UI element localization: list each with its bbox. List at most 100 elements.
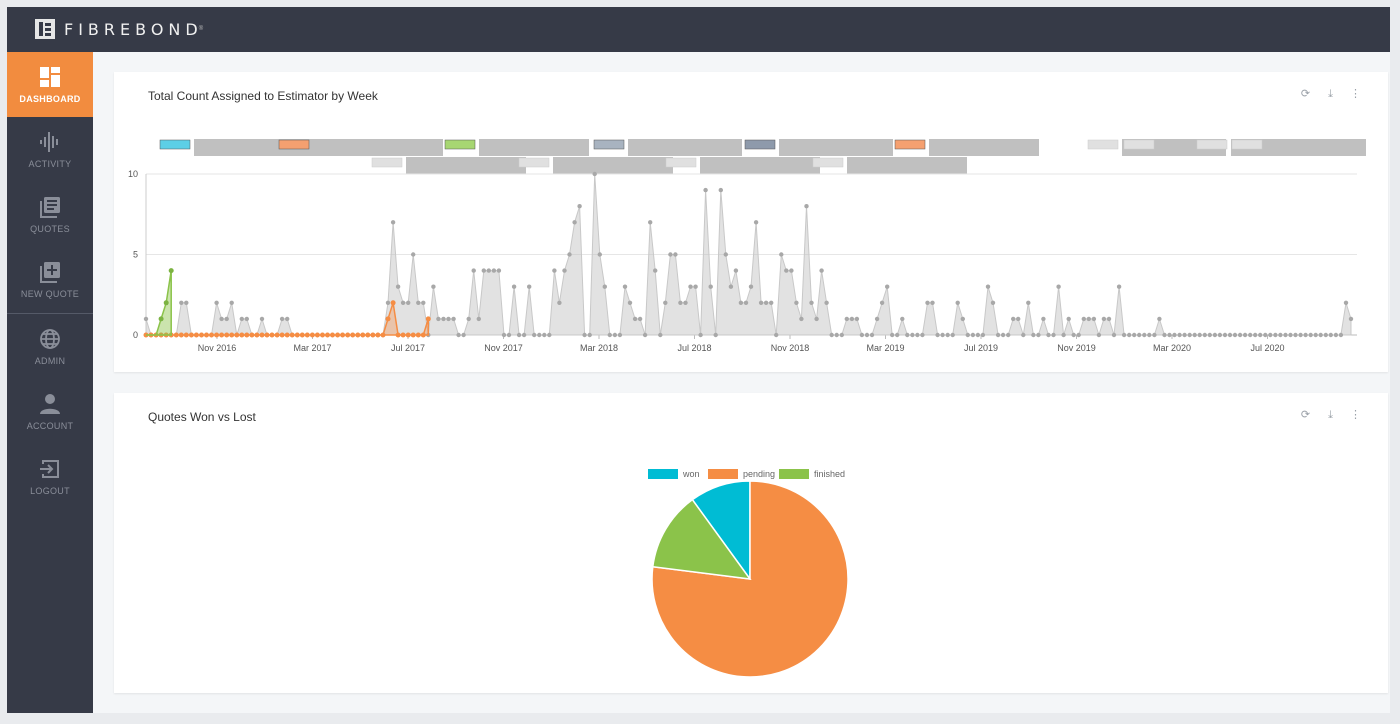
data-point: [814, 316, 819, 322]
dashboard-icon: [40, 67, 60, 87]
data-point: [279, 332, 285, 338]
data-point: [168, 268, 174, 274]
legend-swatch: [1087, 139, 1119, 150]
sidebar-item-label: NEW QUOTE: [20, 289, 80, 299]
sidebar-item-admin[interactable]: ADMIN: [7, 314, 93, 379]
data-point: [436, 316, 441, 322]
data-point: [420, 332, 426, 338]
data-point: [698, 332, 703, 338]
data-point: [854, 316, 860, 322]
legend-label-placeholder: [1266, 139, 1366, 156]
data-point: [365, 332, 371, 338]
legend-label: finished: [814, 469, 845, 479]
data-point: [834, 332, 839, 338]
data-point: [1242, 332, 1248, 338]
data-point: [935, 332, 940, 338]
legend-swatch: [665, 157, 697, 168]
data-point: [995, 332, 1001, 338]
data-point: [763, 300, 769, 305]
data-point: [375, 332, 381, 338]
more-vertical-icon[interactable]: ⋮: [1350, 409, 1361, 421]
data-point: [481, 268, 486, 273]
legend-label-placeholder: [406, 157, 526, 174]
quotes-icon: [40, 197, 60, 218]
data-point: [879, 300, 885, 305]
download-icon[interactable]: ⤓: [1328, 409, 1333, 421]
y-tick-label: 10: [128, 169, 138, 179]
data-point: [259, 332, 265, 338]
data-point: [496, 268, 502, 273]
data-point: [183, 332, 189, 338]
data-point: [390, 220, 396, 225]
data-point: [1313, 332, 1318, 338]
sidebar: DASHBOARD ACTIVITY QUOTES NEW QUOTE ADMI…: [7, 52, 93, 713]
data-point: [173, 332, 179, 338]
data-point: [1263, 332, 1268, 338]
refresh-icon[interactable]: ⟳: [1300, 88, 1311, 100]
data-point: [824, 300, 829, 305]
data-point: [985, 284, 991, 289]
legend-swatch: [708, 469, 738, 479]
data-point: [688, 284, 693, 289]
data-point: [1011, 316, 1016, 322]
brand-logo[interactable]: FIBREBOND ®: [35, 18, 203, 40]
card-toolbar: ⟳ ⤓ ⋮: [1299, 88, 1362, 101]
data-point: [516, 332, 522, 338]
data-point: [819, 268, 824, 273]
data-point: [718, 187, 723, 193]
data-point: [733, 268, 739, 273]
data-point: [1152, 332, 1157, 338]
sidebar-item-dashboard[interactable]: DASHBOARD: [7, 52, 93, 117]
data-point: [1348, 316, 1354, 322]
data-point: [728, 284, 734, 289]
data-point: [214, 300, 219, 305]
data-point: [930, 300, 935, 305]
data-point: [178, 332, 184, 338]
data-point: [547, 332, 552, 338]
data-point: [1081, 316, 1086, 322]
sidebar-item-account[interactable]: ACCOUNT: [7, 379, 93, 444]
data-point: [910, 332, 915, 338]
x-tick-label: Jul 2017: [391, 343, 425, 353]
data-point: [748, 284, 754, 289]
data-point: [890, 332, 895, 338]
data-point: [158, 316, 164, 322]
data-point: [874, 316, 880, 322]
data-point: [229, 332, 235, 338]
data-point: [582, 332, 587, 338]
sidebar-item-quotes[interactable]: QUOTES: [7, 182, 93, 247]
legend-swatch: [812, 157, 844, 168]
data-point: [653, 268, 658, 273]
data-point: [395, 332, 401, 338]
data-point: [421, 300, 426, 305]
data-point: [738, 300, 744, 305]
data-point: [789, 268, 794, 273]
data-point: [990, 300, 996, 305]
sidebar-item-activity[interactable]: ACTIVITY: [7, 117, 93, 182]
data-point: [1086, 316, 1091, 322]
data-point: [204, 332, 209, 338]
download-icon[interactable]: ⤓: [1328, 88, 1333, 100]
brand-name: FIBREBOND: [64, 19, 203, 39]
sidebar-item-new-quote[interactable]: NEW QUOTE: [7, 247, 93, 312]
data-point: [1132, 332, 1137, 338]
refresh-icon[interactable]: ⟳: [1300, 409, 1311, 421]
data-point: [637, 316, 643, 322]
data-point: [259, 316, 265, 322]
logo-mark-icon: [35, 19, 55, 39]
sidebar-item-logout[interactable]: LOGOUT: [7, 444, 93, 509]
data-point: [234, 332, 240, 338]
data-point: [1006, 332, 1011, 338]
new-quote-icon: [40, 262, 60, 283]
data-point: [950, 332, 955, 338]
data-point: [1121, 332, 1127, 338]
data-point: [294, 332, 300, 338]
x-tick-label: Mar 2017: [293, 343, 331, 353]
legend-swatch: [518, 157, 550, 168]
data-point: [713, 332, 718, 338]
data-point: [1258, 332, 1263, 338]
more-vertical-icon[interactable]: ⋮: [1350, 88, 1361, 100]
data-point: [965, 332, 970, 338]
data-point: [769, 300, 774, 305]
data-point: [1197, 332, 1202, 338]
